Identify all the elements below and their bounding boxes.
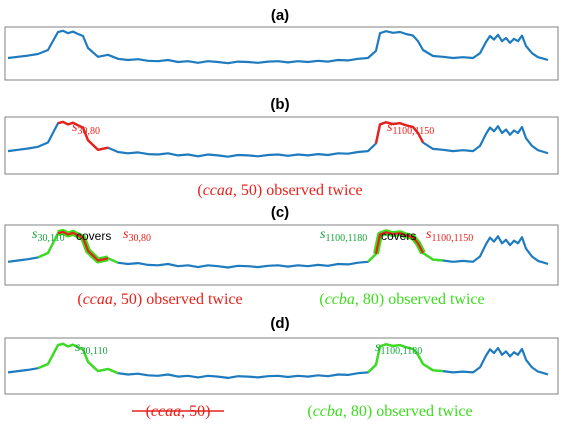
panel-c-covers-left: covers [76, 229, 111, 243]
panel-b-label-s-1100-1150: s1100,1150 [387, 120, 434, 137]
panel-d-caption-ccba-segment-1: ccba [313, 403, 343, 420]
panel-d-caption-ccba-segment-2: , 80) [343, 403, 372, 420]
panel-c-covers-right: covers [381, 229, 416, 243]
panel-a-title: (a) [271, 7, 289, 24]
series-line-0 [7, 29, 549, 65]
panel-b-caption-segment-1: ccaa [203, 182, 233, 199]
panel-c-label-s-30-110: s30,110 [32, 227, 65, 244]
panel-b: (b) s30,80 s1100,1150 (ccaa, 50) observe… [4, 96, 559, 199]
panel-c-caption-ccaa-segment-2: , 50) [113, 291, 142, 308]
red-segment-right [374, 231, 424, 255]
panel-a: (a) [4, 7, 559, 81]
panel-d-label-s-30-110: s30,110 [75, 340, 108, 357]
red-segment-right [374, 121, 425, 144]
panel-d-caption-ccba-segment-0: ( [307, 403, 312, 420]
green-segment-left [37, 342, 119, 375]
panel-c-title: (c) [271, 204, 289, 221]
panel-a-time-series [7, 29, 549, 65]
panel-b-caption-segment-0: ( [197, 182, 202, 199]
panel-b-time-series [7, 120, 549, 158]
panel-c-label-s-30-80: s30,80 [123, 227, 151, 244]
panel-c: (c) s30,110 covers s30,80 s1100,1180 cov… [4, 204, 559, 308]
panel-b-title: (b) [270, 96, 289, 113]
panel-d-label-s-1100-1180: s1100,1180 [375, 340, 422, 357]
panel-c-caption-ccba-segment-2: , 80) [355, 291, 384, 308]
panel-b-caption-ccaa: (ccaa, 50) observed twice [197, 182, 362, 199]
panel-d-frame [4, 337, 559, 395]
panel-c-caption-ccba-segment-3: observed twice [384, 291, 484, 308]
panel-a-frame [4, 26, 559, 81]
green-segment-right [367, 343, 444, 374]
panel-c-caption-ccaa-segment-0: ( [77, 291, 82, 308]
panel-c-caption-ccaa-segment-1: ccaa [83, 291, 113, 308]
panel-c-caption-ccba: (ccba, 80) observed twice [319, 291, 484, 308]
panel-c-caption-ccaa: (ccaa, 50) observed twice [77, 291, 242, 308]
panel-c-label-s-1100-1150: s1100,1150 [426, 227, 473, 244]
panel-c-time-series [7, 228, 549, 269]
panel-c-frame [4, 224, 559, 286]
panel-b-label-s-30-80: s30,80 [72, 120, 100, 137]
panel-c-label-s-1100-1180: s1100,1180 [320, 227, 367, 244]
panel-d-time-series [7, 342, 549, 379]
panel-c-caption-ccaa-segment-3: observed twice [142, 291, 242, 308]
panel-c-caption-ccba-segment-0: ( [319, 291, 324, 308]
red-segment-left [57, 120, 109, 151]
red-segment-left [57, 230, 109, 262]
panel-c-caption-ccba-segment-1: ccba [325, 291, 355, 308]
panel-b-caption-segment-3: observed twice [262, 182, 362, 199]
panel-d-caption-ccba: (ccba, 80) observed twice [307, 403, 472, 420]
panel-d-title: (d) [270, 315, 289, 332]
panel-b-caption-segment-2: , 50) [233, 182, 262, 199]
panel-b-frame [4, 116, 559, 175]
panel-d: (d) s30,110 s1100,1180 (ccaa, 50) (ccba,… [4, 315, 559, 420]
panel-d-caption-ccba-segment-3: observed twice [372, 403, 472, 420]
